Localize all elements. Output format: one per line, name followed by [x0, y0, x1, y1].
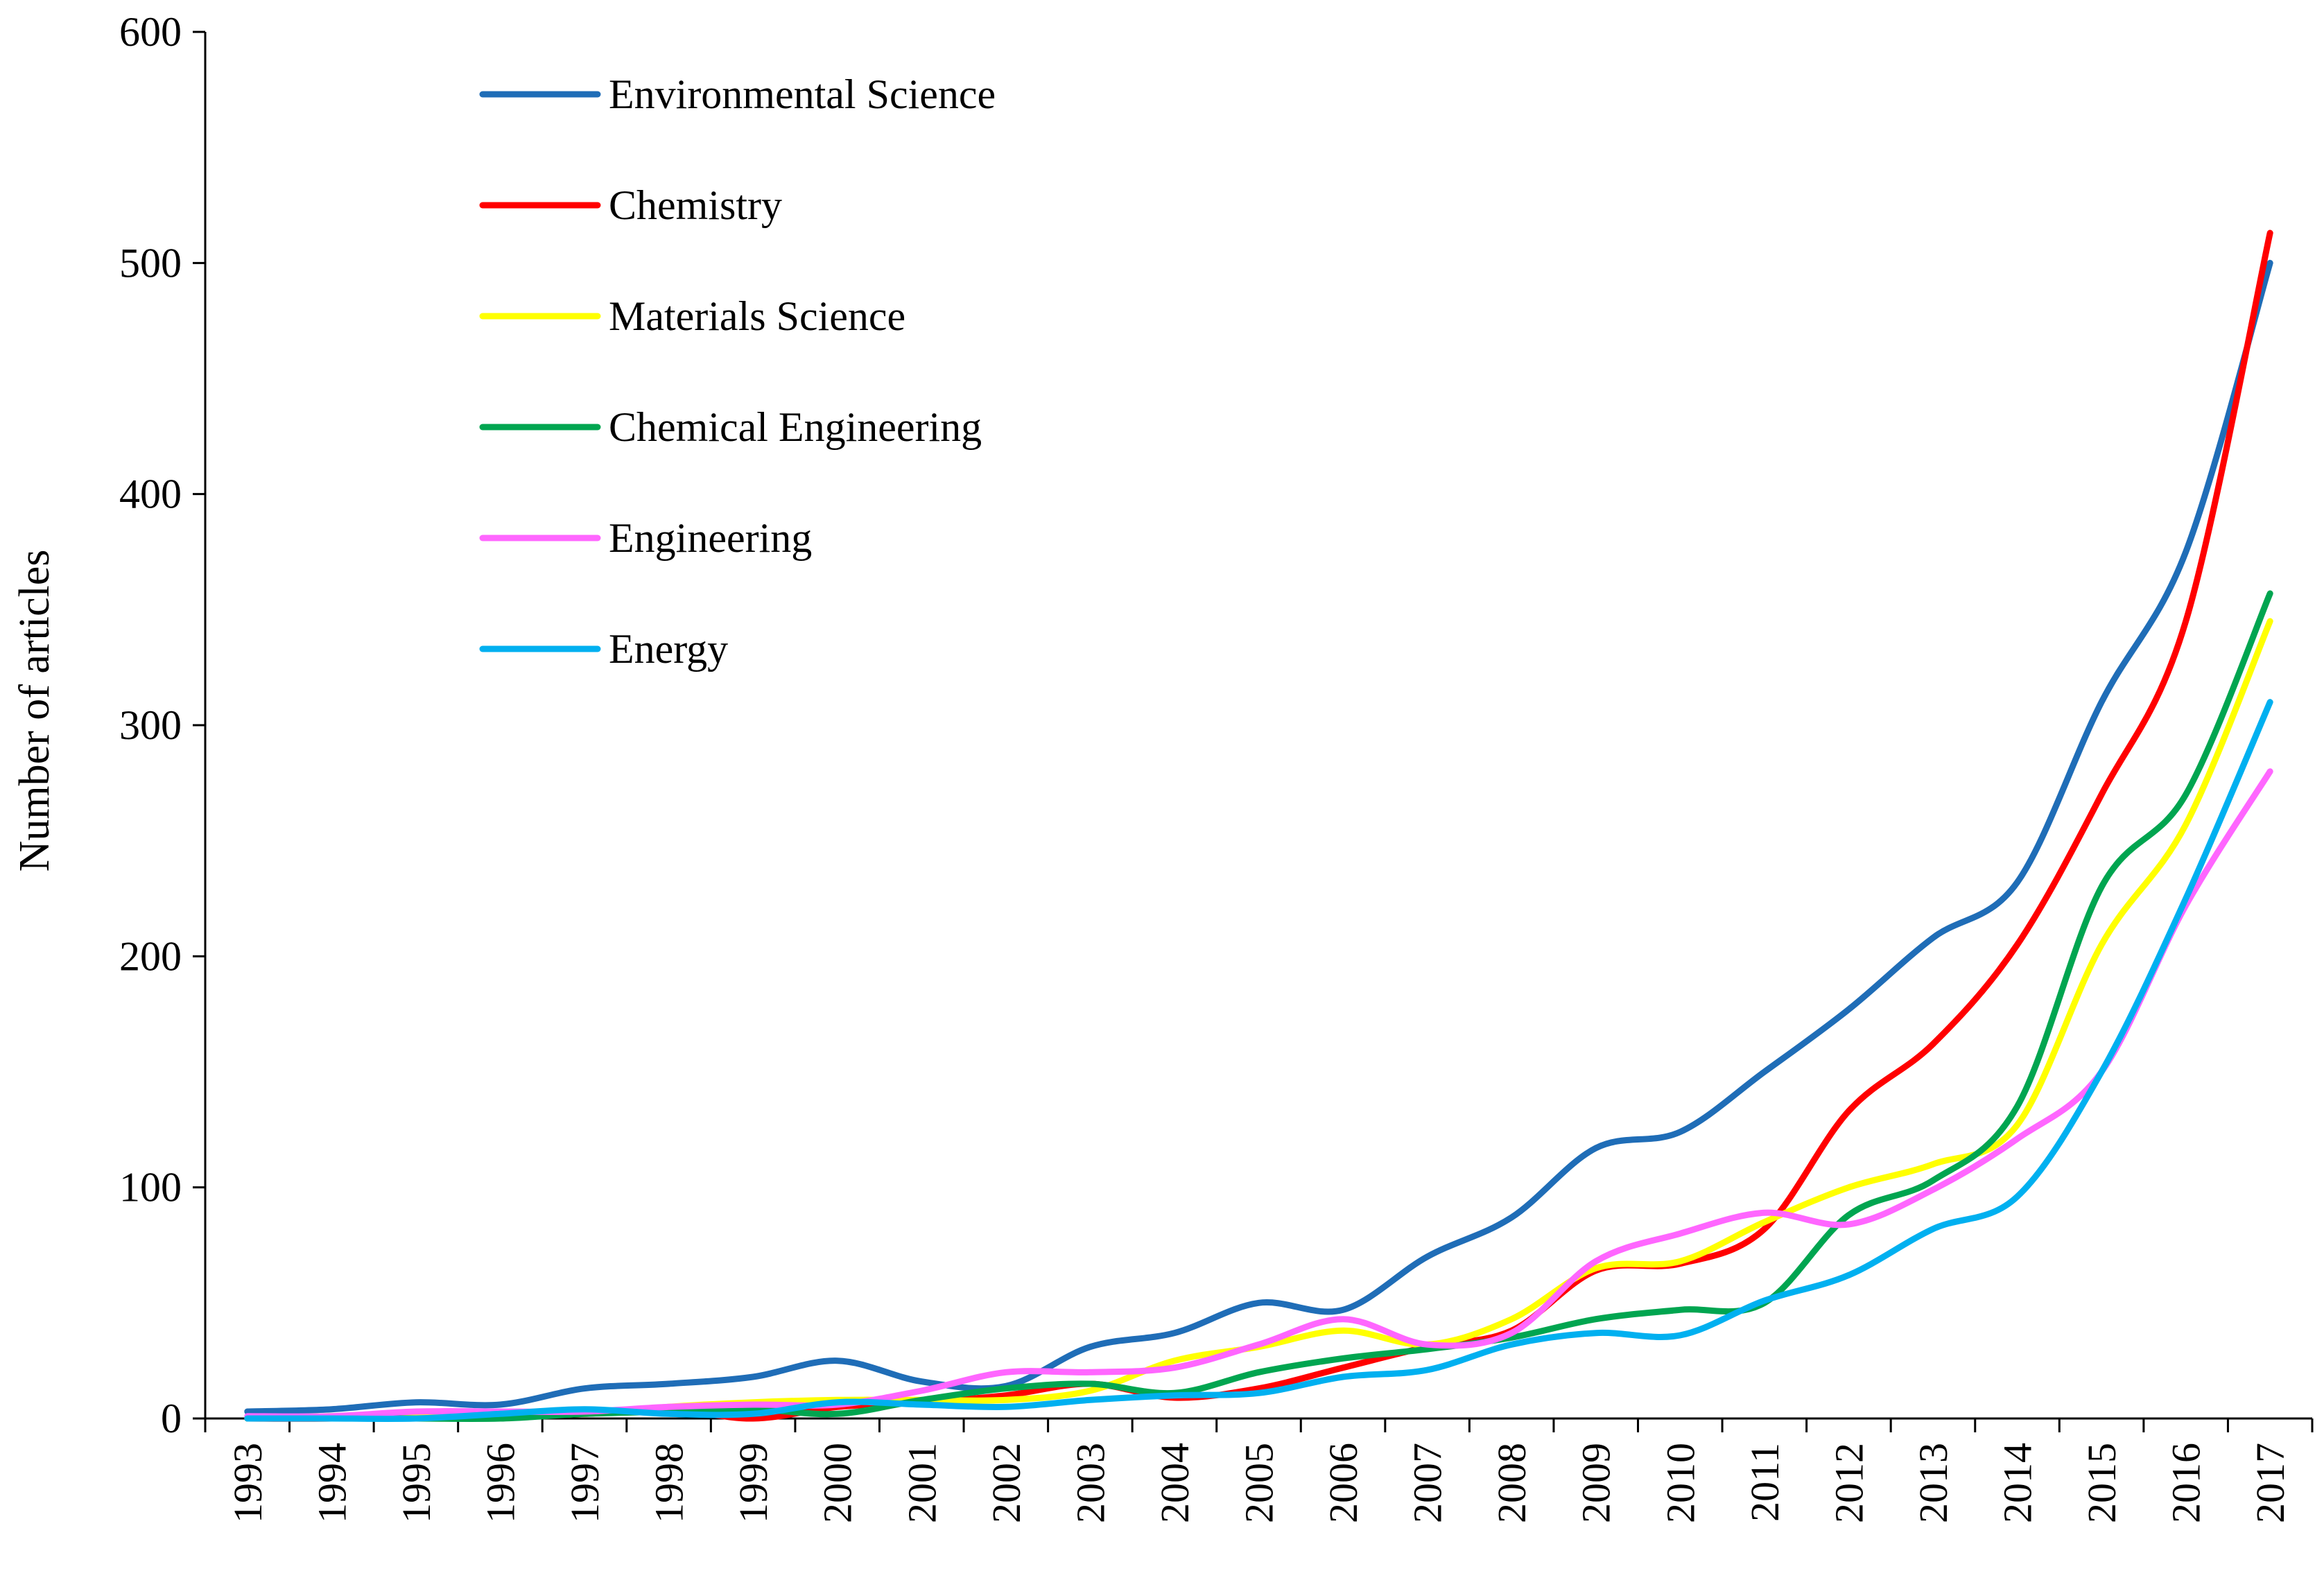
- x-tick-label: 2013: [1911, 1443, 1956, 1523]
- x-tick-label: 1997: [562, 1443, 607, 1523]
- x-tick-label: 2008: [1489, 1443, 1534, 1523]
- x-tick-label: 2017: [2248, 1443, 2293, 1523]
- x-tick-label: 2016: [2164, 1443, 2209, 1523]
- x-tick-label: 2001: [899, 1443, 944, 1523]
- x-tick-label: 1993: [225, 1443, 270, 1523]
- x-tick-label: 2003: [1068, 1443, 1113, 1523]
- x-tick-label: 2010: [1658, 1443, 1703, 1523]
- series-line-chemistry: [244, 229, 2273, 1422]
- legend-label-engineering: Engineering: [609, 515, 812, 561]
- x-tick-label: 2005: [1237, 1443, 1282, 1523]
- x-tick-label: 2014: [1995, 1443, 2040, 1523]
- legend-label-energy: Energy: [609, 626, 728, 672]
- x-tick-label: 2015: [2079, 1443, 2124, 1523]
- x-tick-label: 1995: [394, 1443, 439, 1523]
- y-tick-label: 100: [119, 1165, 182, 1210]
- x-tick-label: 1999: [731, 1443, 776, 1523]
- series-line-engineering: [244, 768, 2273, 1420]
- series-line-environmental-science: [244, 259, 2273, 1415]
- axes: 0 100 200 300 400 500 600 1993 1994 1995 1996 1997 1…: [119, 9, 2314, 1523]
- legend-label-chemistry: Chemistry: [609, 182, 782, 228]
- x-tick-label: 2000: [815, 1443, 860, 1523]
- x-tick-label: 2006: [1321, 1443, 1366, 1523]
- x-tick-label: 2004: [1152, 1443, 1197, 1523]
- x-tick-label: 1996: [478, 1443, 523, 1523]
- y-tick-label: 400: [119, 471, 182, 517]
- y-tick-label: 0: [161, 1396, 182, 1441]
- y-tick-label: 200: [119, 933, 182, 979]
- x-tick-label: 2009: [1574, 1443, 1619, 1523]
- series-layer: [244, 229, 2273, 1422]
- legend-label-environmental-science: Environmental Science: [609, 71, 996, 117]
- x-tick-label: 2002: [984, 1443, 1029, 1523]
- x-tick-label: 2012: [1826, 1443, 1871, 1523]
- y-tick-label: 300: [119, 702, 182, 748]
- y-axis-title: Number of articles: [11, 550, 58, 872]
- legend-label-chemical-engineering: Chemical Engineering: [609, 404, 982, 450]
- x-tick-label: 2011: [1742, 1443, 1787, 1522]
- y-tick-label: 600: [119, 9, 182, 55]
- series-line-energy: [244, 699, 2273, 1422]
- x-tick-label: 2007: [1405, 1443, 1450, 1523]
- legend-label-materials-science: Materials Science: [609, 293, 905, 339]
- y-tick-label: 500: [119, 240, 182, 286]
- legend: Environmental Science Chemistry Materials …: [479, 71, 996, 672]
- x-tick-label: 1994: [309, 1443, 354, 1523]
- x-tick-label: 1998: [647, 1443, 692, 1523]
- series-line-materials-science: [244, 618, 2273, 1422]
